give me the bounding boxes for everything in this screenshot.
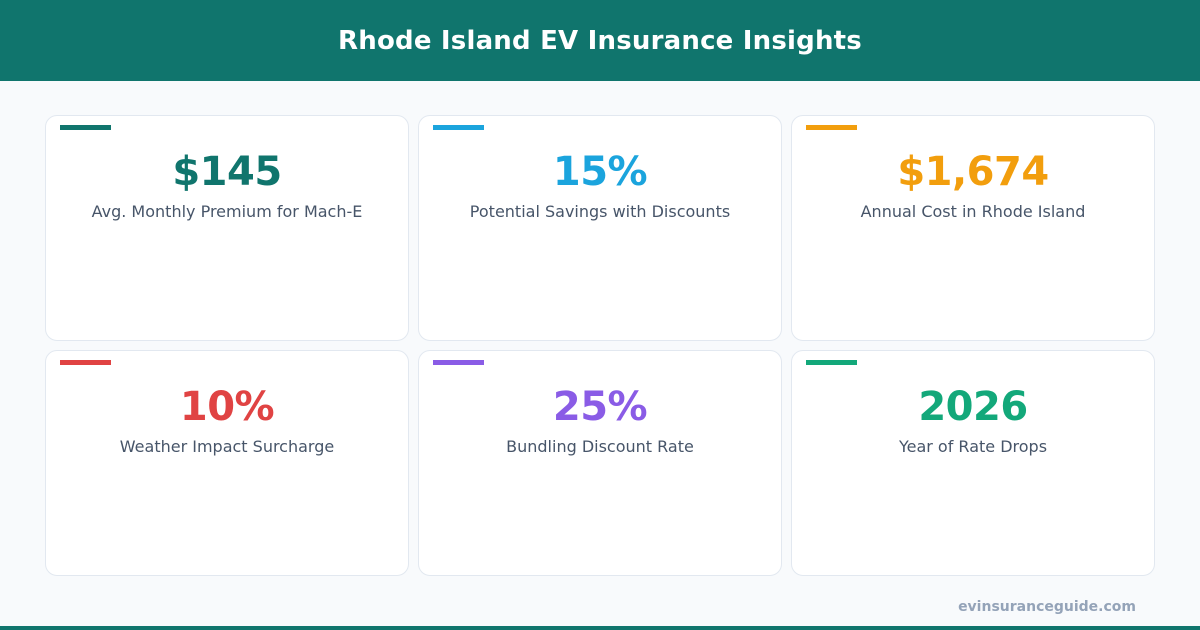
stat-label: Bundling Discount Rate — [506, 437, 694, 456]
stat-value: 2026 — [918, 384, 1028, 430]
card-accent-bar — [60, 125, 111, 130]
stat-value: $145 — [172, 149, 282, 195]
stat-card-monthly-premium: $145 Avg. Monthly Premium for Mach-E — [45, 115, 409, 341]
stat-label: Avg. Monthly Premium for Mach-E — [91, 202, 363, 221]
page-title: Rhode Island EV Insurance Insights — [338, 25, 862, 56]
header-banner: Rhode Island EV Insurance Insights — [0, 0, 1200, 81]
stats-grid: $145 Avg. Monthly Premium for Mach-E 15%… — [45, 115, 1155, 576]
stat-card-annual-cost: $1,674 Annual Cost in Rhode Island — [791, 115, 1155, 341]
card-accent-bar — [60, 360, 111, 365]
stat-value: 10% — [179, 384, 275, 430]
stat-value: 25% — [552, 384, 648, 430]
bottom-accent-bar — [0, 626, 1200, 630]
card-accent-bar — [433, 360, 484, 365]
stat-label: Weather Impact Surcharge — [119, 437, 335, 456]
card-accent-bar — [806, 360, 857, 365]
card-accent-bar — [806, 125, 857, 130]
card-accent-bar — [433, 125, 484, 130]
stat-value: 15% — [552, 149, 648, 195]
stat-card-bundling-discount: 25% Bundling Discount Rate — [418, 350, 782, 576]
stat-label: Potential Savings with Discounts — [469, 202, 731, 221]
stat-value: $1,674 — [897, 149, 1049, 195]
stat-card-weather-surcharge: 10% Weather Impact Surcharge — [45, 350, 409, 576]
stat-card-rate-drop-year: 2026 Year of Rate Drops — [791, 350, 1155, 576]
stat-label: Annual Cost in Rhode Island — [860, 202, 1086, 221]
stat-label: Year of Rate Drops — [898, 437, 1048, 456]
stat-card-savings: 15% Potential Savings with Discounts — [418, 115, 782, 341]
site-watermark: evinsuranceguide.com — [958, 599, 1136, 615]
